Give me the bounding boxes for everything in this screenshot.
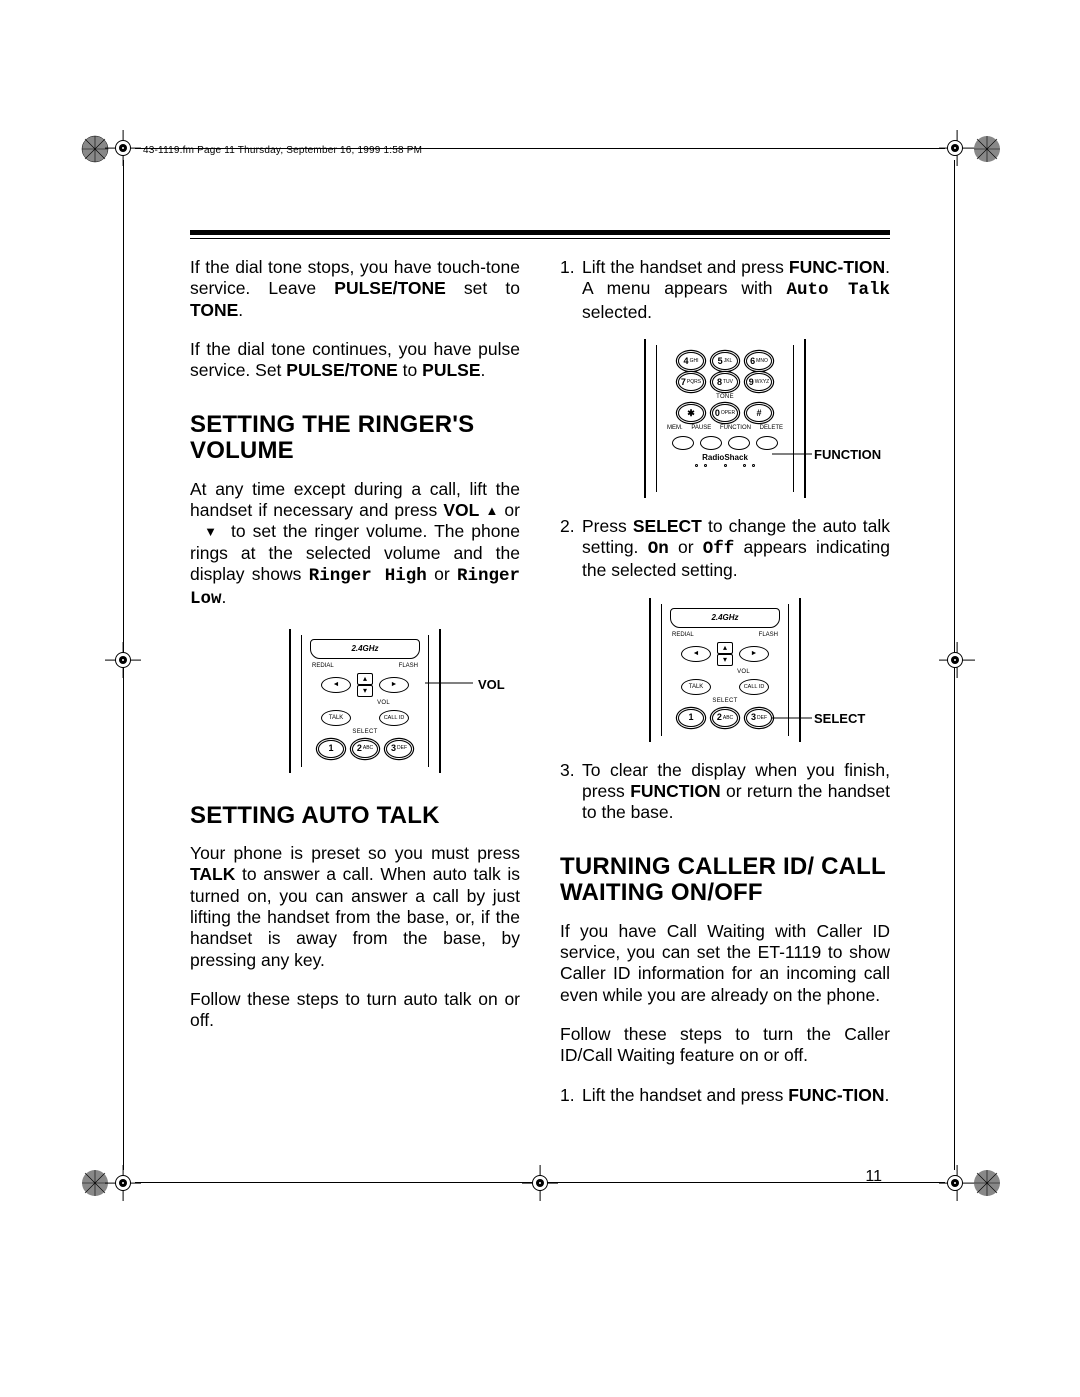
crop-target-bottom-left	[115, 1175, 131, 1191]
heading-caller-id: TURNING CALLER ID/ CALL WAITING ON/OFF	[560, 854, 890, 907]
content-area: If the dial tone stops, you have touch-t…	[190, 257, 890, 1122]
crop-target-bottom-right	[947, 1175, 963, 1191]
callout-line-vol	[425, 673, 485, 693]
caller-id-step-1: 1. Lift the handset and press FUNC-TION.	[560, 1085, 890, 1106]
page-header-meta: 43-1119.fm Page 11 Thursday, September 1…	[143, 145, 422, 156]
auto-talk-steps-2: 2. Press SELECT to change the auto talk …	[560, 516, 890, 582]
crop-target-mid-left	[115, 652, 131, 668]
right-column: 1. Lift the handset and press FUNC-TION.…	[560, 257, 890, 1122]
step-1: 1. Lift the handset and press FUNC-TION.…	[560, 257, 890, 323]
step-2: 2. Press SELECT to change the auto talk …	[560, 516, 890, 582]
crop-target-mid-right	[947, 652, 963, 668]
callout-function: FUNCTION	[814, 447, 881, 463]
section-rule	[190, 230, 890, 239]
heading-auto-talk: SETTING AUTO TALK	[190, 803, 520, 829]
para-caller-id-intro: If you have Call Waiting with Caller ID …	[560, 921, 890, 1006]
para-auto-talk-follow: Follow these steps to turn auto talk on …	[190, 989, 520, 1032]
para-dialtone-stops: If the dial tone stops, you have touch-t…	[190, 257, 520, 321]
heading-ringer-volume: SETTING THE RINGER'S VOLUME	[190, 412, 520, 465]
para-dialtone-continues: If the dial tone continues, you have pul…	[190, 339, 520, 382]
para-caller-id-follow: Follow these steps to turn the Caller ID…	[560, 1024, 890, 1067]
crop-target-bottom-mid	[532, 1175, 548, 1191]
callout-vol: VOL	[478, 677, 505, 693]
crop-mark-bottom-right	[972, 1168, 1002, 1198]
diagram-function: 4GHI 5JKL 6MNO 7PQRS 8TUV 9WXYZ TONE ✱ 0…	[560, 339, 890, 498]
diagram-select: 2.4GHz REDIALFLASH ◄ ▴▾ ► VOL TALK CALL …	[560, 598, 890, 742]
callout-select: SELECT	[814, 711, 865, 727]
crop-target-top-right	[947, 140, 963, 156]
page-number: 11	[865, 1168, 882, 1186]
step-3: 3. To clear the display when you finish,…	[560, 760, 890, 824]
auto-talk-steps: 1. Lift the handset and press FUNC-TION.…	[560, 257, 890, 323]
auto-talk-steps-3: 3. To clear the display when you finish,…	[560, 760, 890, 824]
caller-id-steps: 1. Lift the handset and press FUNC-TION.	[560, 1085, 890, 1106]
diagram-vol: 2.4GHz REDIALFLASH ◄ ▴▾ ► VOL TALK CALL …	[190, 629, 520, 773]
crop-mark-top-right	[972, 134, 1002, 164]
left-column: If the dial tone stops, you have touch-t…	[190, 257, 520, 1122]
para-auto-talk-preset: Your phone is preset so you must press T…	[190, 843, 520, 971]
crop-target-top-left	[115, 140, 131, 156]
para-ringer-volume: At any time except during a call, lift t…	[190, 479, 520, 611]
